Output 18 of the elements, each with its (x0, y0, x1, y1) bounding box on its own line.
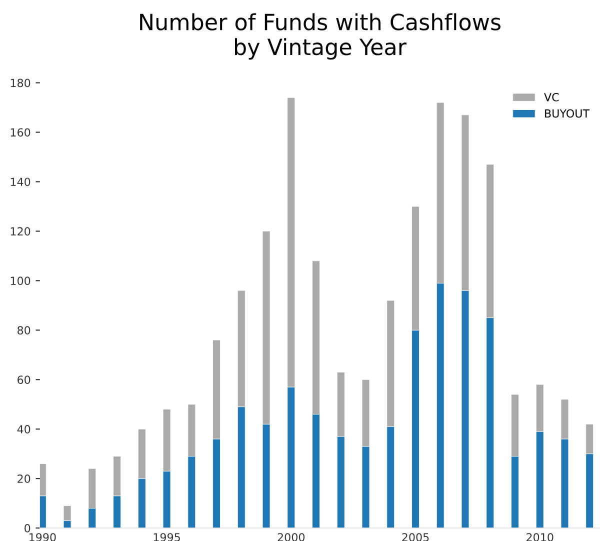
y-tick-label: 160 (10, 128, 30, 137)
y-tick-label: 140 (10, 178, 30, 186)
legend-label: BUYOUT (545, 109, 590, 118)
y-tick-label: 80 (18, 326, 30, 335)
chart-title: Number of Funds with Cashflows by Vintage Year (140, 13, 500, 60)
y-tick-label: 180 (10, 78, 30, 88)
y-tick-label: 120 (10, 227, 30, 236)
x-tick-label: 2000 (278, 533, 305, 541)
y-tick-label: 40 (17, 425, 30, 434)
y-tick-label: 0 (24, 524, 30, 532)
x-tick-label: 2010 (526, 533, 554, 541)
y-tick-label: 60 (18, 376, 30, 384)
x-tick-label: 2005 (402, 533, 429, 541)
y-tick-label: 100 (10, 276, 30, 286)
x-tick-label: 1995 (154, 533, 180, 541)
x-tick-label: 1990 (30, 533, 56, 541)
legend-label: VC (544, 92, 559, 102)
y-tick-label: 20 (18, 474, 30, 483)
